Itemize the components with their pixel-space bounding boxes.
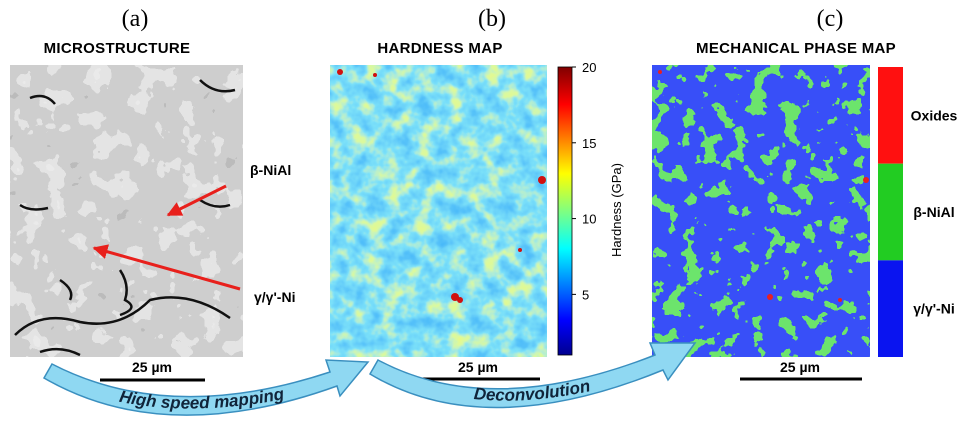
scale-bar-label: 25 µm [458, 359, 498, 375]
legend-label: Oxides [911, 107, 958, 123]
panel-label: (b) [478, 6, 506, 32]
colorbar-tick-label: 5 [582, 287, 589, 302]
hardness-map [330, 65, 547, 357]
legend-label: β-NiAl [913, 204, 954, 220]
process-label-path: High speed mapping [118, 384, 286, 412]
colorbar-tick-label: 10 [582, 212, 596, 227]
legend-swatch [878, 67, 903, 164]
colorbar-label: Hardness (GPa) [609, 163, 624, 257]
panel-label: (c) [817, 6, 844, 32]
figure: (a) (b) (c) MICROSTRUCTURE HARDNESS MAP … [0, 0, 965, 424]
colorbar-tick-label: 15 [582, 136, 596, 151]
phase-legend: Oxides β-NiAl γ/γ'-Ni [878, 67, 958, 357]
process-label: High speed mapping [118, 384, 286, 412]
legend-swatch [878, 164, 903, 261]
panel-title: MECHANICAL PHASE MAP [696, 40, 896, 57]
colorbar-tick-label: 20 [582, 60, 596, 75]
legend-label: γ/γ'-Ni [913, 301, 954, 317]
colorbar [558, 67, 572, 355]
scale-bar-label: 25 µm [132, 359, 172, 375]
legend-swatch [878, 260, 903, 357]
panel-title: MICROSTRUCTURE [44, 40, 191, 57]
panel-label: (a) [122, 6, 149, 32]
process-label-path: Deconvolution [473, 376, 592, 404]
phase-map [652, 65, 870, 357]
scale-bar-label: 25 µm [780, 359, 820, 375]
annotation: β-NiAl [250, 162, 291, 178]
annotation: γ/γ'-Ni [254, 289, 295, 305]
panel-title: HARDNESS MAP [377, 40, 502, 57]
process-label: Deconvolution [473, 376, 592, 404]
